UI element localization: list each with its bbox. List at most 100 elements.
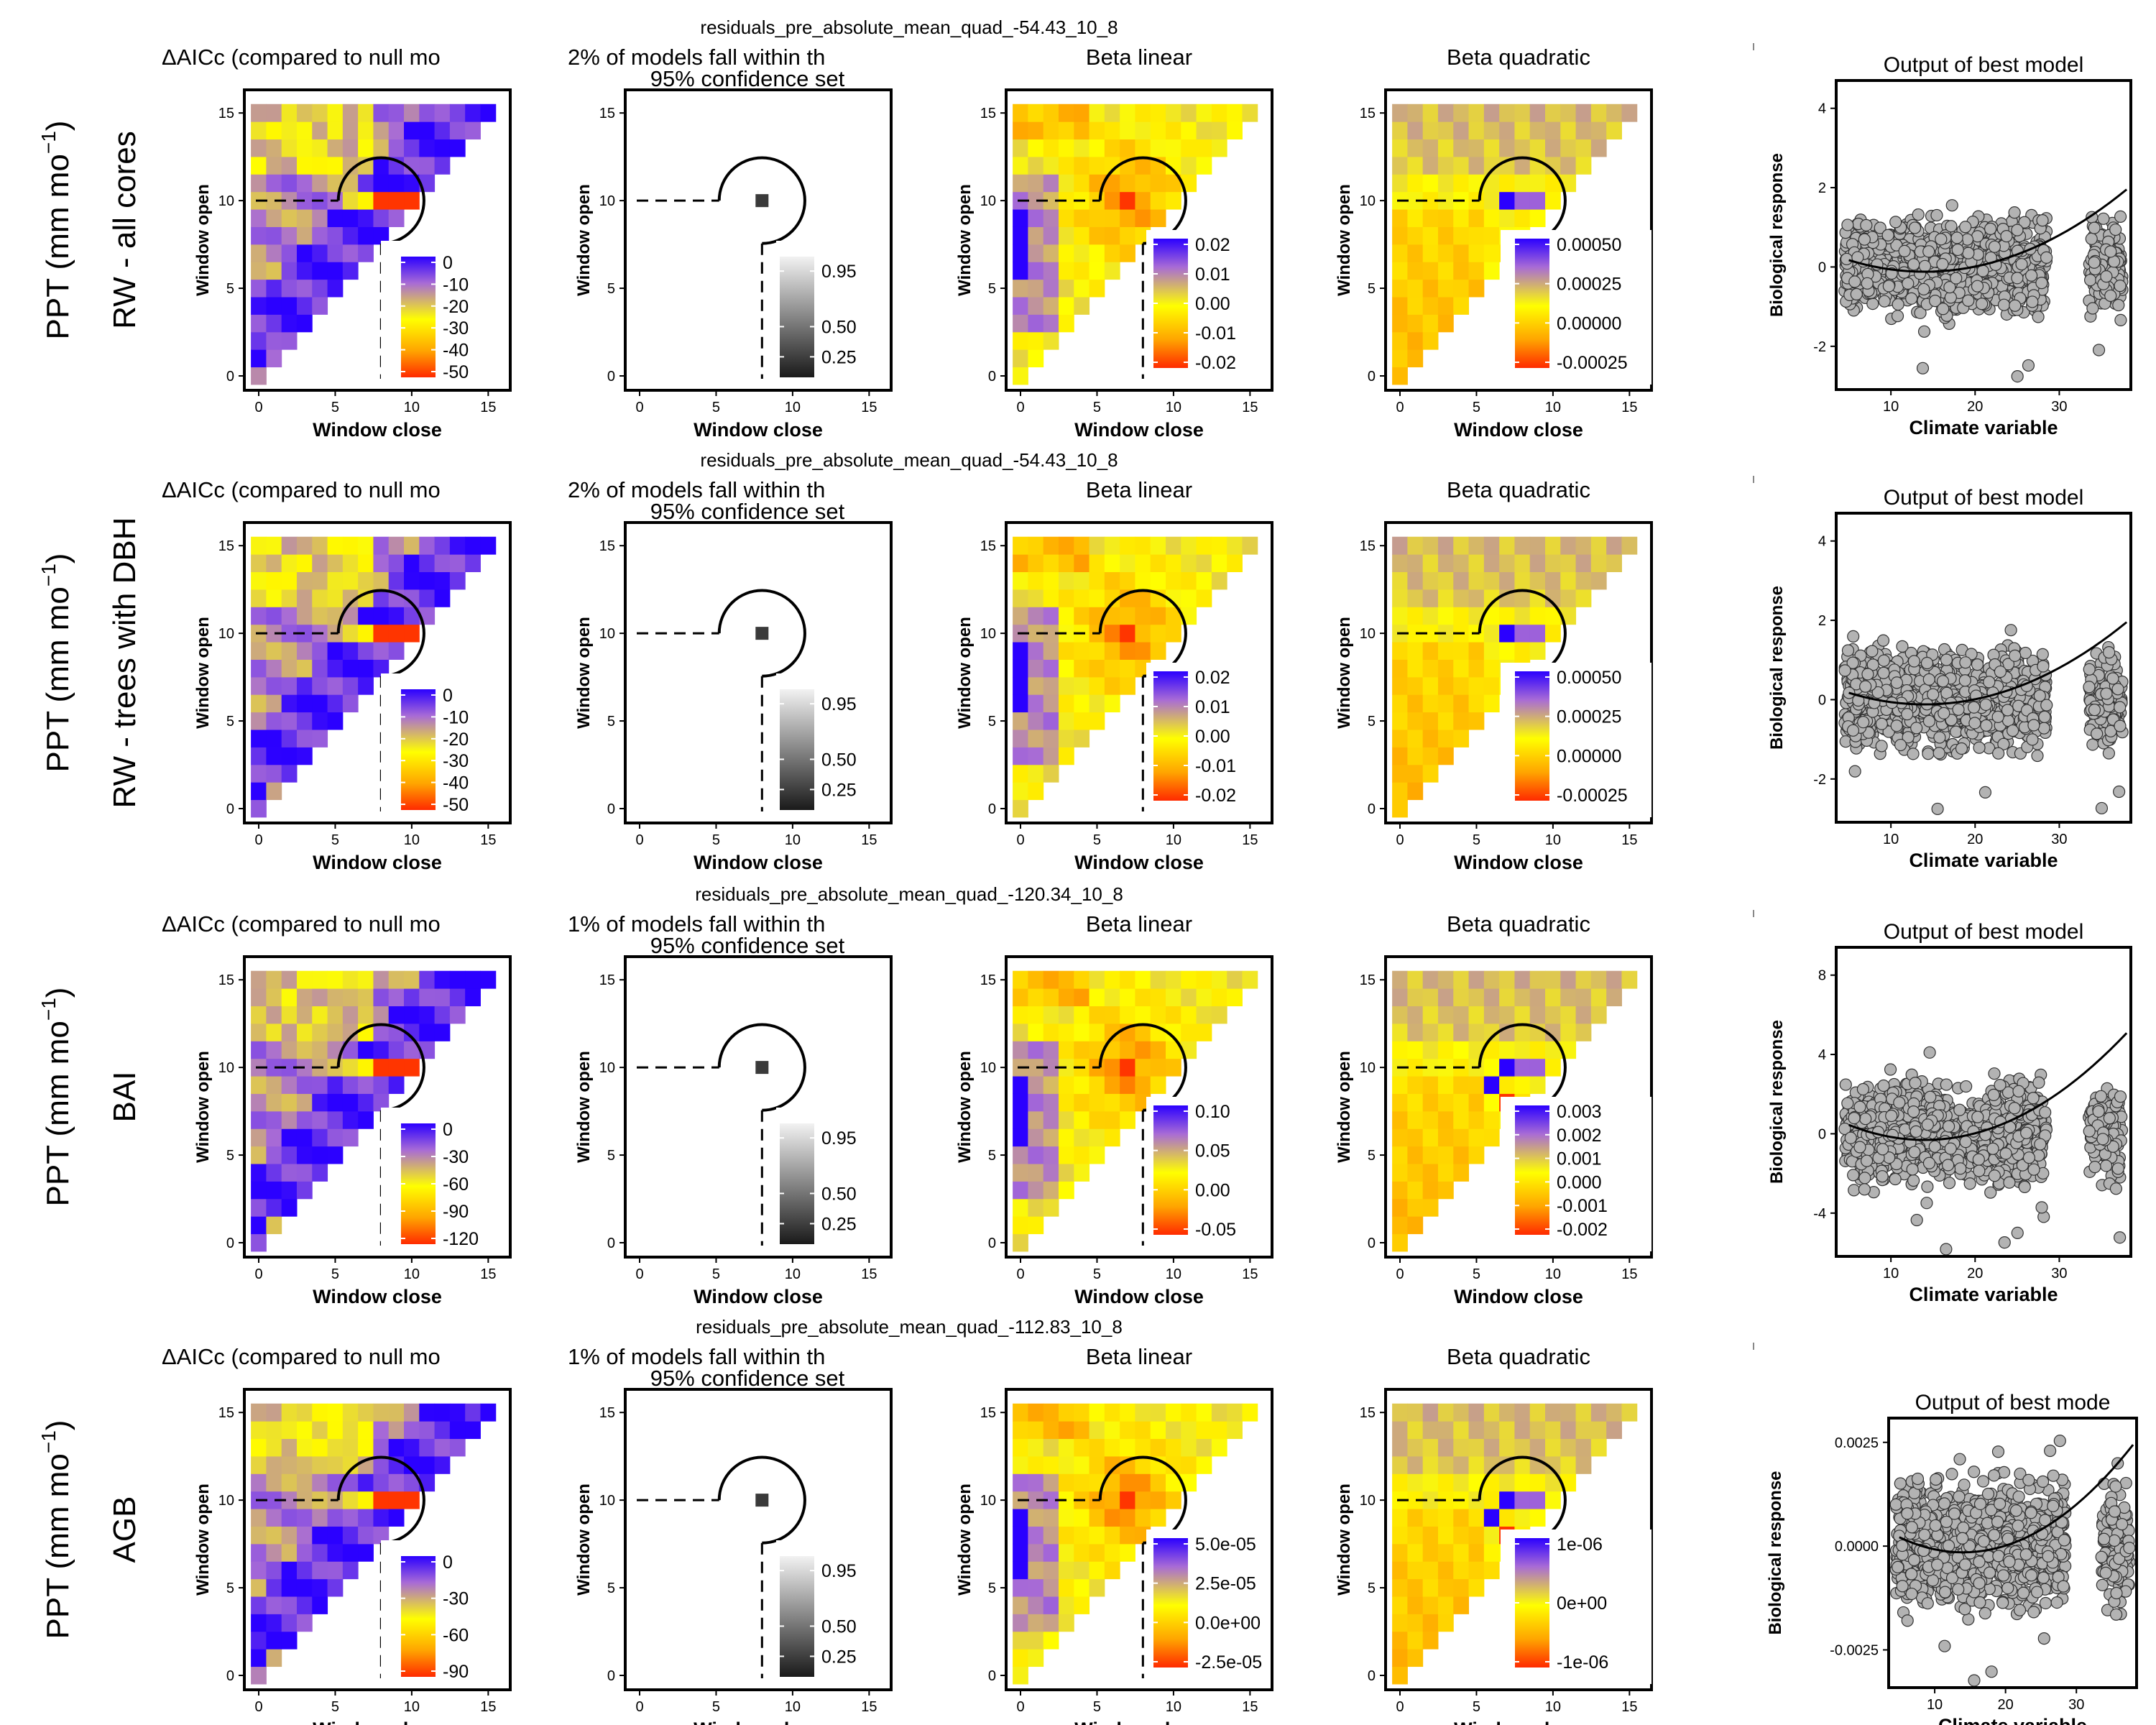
heatmap-cell — [1392, 174, 1408, 193]
heatmap-cell — [1166, 607, 1181, 625]
heatmap-cell — [1013, 536, 1028, 555]
heatmap-cell — [1606, 970, 1622, 989]
heatmap-cell — [1468, 1023, 1485, 1041]
heatmap-cell — [1028, 1076, 1044, 1094]
heatmap-cell — [1028, 1041, 1044, 1059]
heatmap-cell — [1028, 1093, 1044, 1112]
data-point — [2114, 719, 2127, 732]
heatmap-cell — [251, 174, 267, 193]
heatmap-cell — [1453, 970, 1470, 989]
heatmap-cell — [1104, 121, 1120, 140]
heatmap-cell — [1407, 764, 1424, 783]
heatmap-cell — [1483, 209, 1500, 227]
heatmap-cell — [266, 1164, 282, 1182]
heatmap-cell — [1453, 1006, 1470, 1024]
heatmap-cell — [266, 139, 282, 157]
heatmap-cell — [1468, 209, 1485, 227]
data-point — [1907, 258, 1920, 271]
heatmap-cell — [1150, 1058, 1166, 1077]
heatmap-cell — [1013, 349, 1028, 368]
data-point — [1912, 208, 1925, 221]
heatmap-cell — [342, 191, 359, 210]
heatmap-cell — [358, 624, 374, 643]
data-point — [1937, 303, 1950, 316]
heatmap-cell — [312, 104, 328, 122]
heatmap-cell — [1590, 139, 1607, 157]
heatmap-cell — [404, 624, 420, 643]
x-tick-label: 0 — [1016, 400, 1024, 415]
legend-tick-label: -0.00025 — [1557, 786, 1628, 806]
legend-tick-label: -0.05 — [1195, 1220, 1236, 1240]
x-tick-label: 10 — [1545, 400, 1561, 415]
heatmap-cell — [1074, 1041, 1090, 1059]
y-tick-label: 2 — [1818, 613, 1826, 629]
heatmap-cell — [1043, 279, 1059, 298]
legend-tick-label: 0.001 — [1557, 1149, 1602, 1169]
data-point — [2100, 270, 2113, 283]
data-point — [2104, 289, 2117, 303]
heatmap-cell — [1437, 659, 1454, 678]
heatmap-cell — [1150, 209, 1166, 227]
heatmap-cell — [404, 156, 420, 175]
heatmap-cell — [1437, 297, 1454, 315]
heatmap-cell — [1181, 970, 1197, 989]
data-point — [1898, 244, 1911, 257]
heatmap-cell — [1028, 782, 1044, 801]
heatmap-cell — [480, 536, 497, 555]
heatmap-cell — [1392, 1128, 1408, 1147]
y-tick-label: 10 — [218, 193, 234, 209]
heatmap-cell — [1043, 191, 1059, 210]
heatmap-cell — [1135, 1058, 1151, 1077]
y-tick-label: 0 — [226, 1236, 234, 1251]
heatmap-cell — [434, 970, 451, 989]
heatmap-cell — [266, 279, 282, 298]
row-2: PPT (mm mo−1) RW - trees with DBHresidual… — [37, 449, 2132, 873]
legend-tick-label: 0.01 — [1195, 697, 1230, 717]
heatmap-cell — [1028, 571, 1044, 590]
heatmap-cell — [1089, 139, 1105, 157]
heatmap-cell — [296, 676, 313, 695]
data-point — [2088, 221, 2101, 234]
heatmap-cell — [1468, 1146, 1485, 1164]
heatmap-cell — [1422, 121, 1439, 140]
x-tick-label: 0 — [254, 832, 262, 848]
heatmap-cell — [1120, 554, 1135, 573]
y-tick-label: 0 — [607, 1236, 615, 1251]
heatmap-cell — [1196, 536, 1212, 555]
heatmap-cell — [266, 712, 282, 730]
heatmap-cell — [1227, 554, 1243, 573]
heatmap-cell — [266, 104, 282, 122]
heatmap-cell — [1028, 607, 1044, 625]
heatmap-cell — [388, 191, 405, 210]
y-tick-label: 10 — [218, 1060, 234, 1076]
heatmap-cell — [1166, 624, 1181, 643]
heatmap-cell — [1089, 694, 1105, 713]
y-tick-label: 15 — [1360, 538, 1376, 554]
data-point — [1876, 634, 1890, 647]
data-point — [1877, 1079, 1890, 1092]
heatmap-cell — [1560, 1023, 1577, 1041]
heatmap-cell — [1135, 607, 1151, 625]
heatmap-cell — [312, 607, 328, 625]
heatmap-cell — [1074, 279, 1090, 298]
heatmap-cell — [1453, 988, 1470, 1007]
heatmap-cell — [1150, 191, 1166, 210]
heatmap-cell — [388, 988, 405, 1007]
data-point — [1917, 282, 1930, 296]
x-tick-label: 0 — [1396, 400, 1404, 415]
data-point — [2007, 724, 2019, 737]
heatmap-cell — [1545, 1006, 1561, 1024]
legend-tick-label: 0 — [443, 686, 453, 706]
heatmap-cell — [480, 104, 497, 122]
heatmap-cell — [1043, 676, 1059, 695]
heatmap-cell — [1028, 1110, 1044, 1129]
aic-panel-title: ΔAICc (compared to null mo — [162, 477, 441, 502]
data-point — [2037, 660, 2050, 673]
heatmap-cell — [1392, 331, 1408, 350]
heatmap-cell — [1043, 244, 1059, 262]
heatmap-cell — [1575, 121, 1592, 140]
heatmap-cell — [342, 554, 359, 573]
heatmap-cell — [296, 279, 313, 298]
